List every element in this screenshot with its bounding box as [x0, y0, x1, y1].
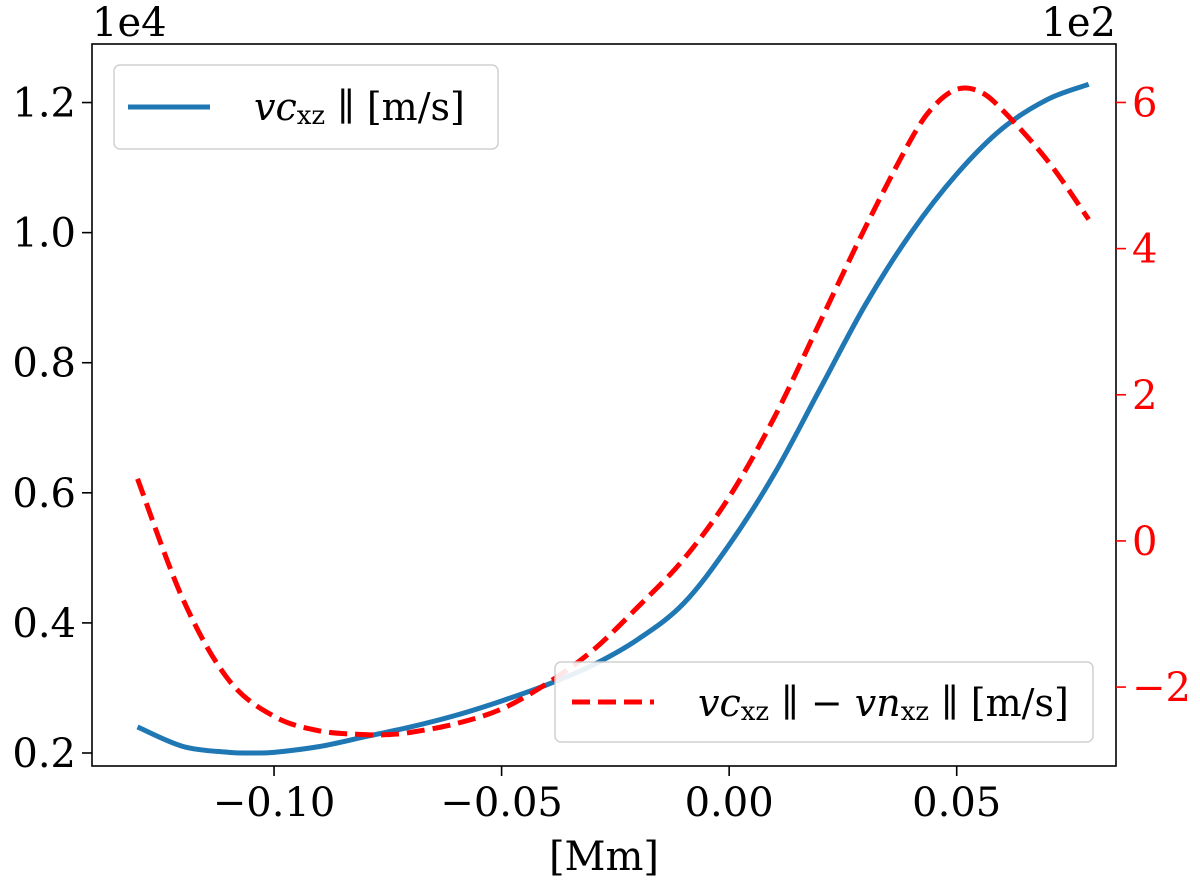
x-tick-label: 0.05 — [912, 780, 1001, 826]
series-line-vc — [136, 81, 1090, 756]
x-tick-label: 0.00 — [685, 780, 774, 826]
legend-top-left: vcxz ∥ [m/s] — [113, 64, 499, 150]
right-y-axis: −2 0 2 4 6 — [1116, 80, 1191, 711]
legend-label-2: vcxz ∥ − vnxz ∥ [m/s] — [698, 681, 1069, 727]
left-tick-label: 0.4 — [12, 601, 76, 647]
legend-bottom-right: vcxz ∥ − vnxz ∥ [m/s] — [554, 661, 1094, 743]
left-y-axis: 0.2 0.4 0.6 0.8 1.0 1.2 — [12, 81, 92, 777]
plot-area — [92, 44, 1116, 766]
legend-2-sub2: xz — [901, 697, 929, 727]
legend-1-rest: ∥ [m/s] — [325, 85, 465, 129]
x-axis-label: [Mm] — [549, 834, 659, 880]
x-tick-label: −0.05 — [440, 780, 563, 826]
right-axis-multiplier: 1e2 — [1041, 0, 1116, 46]
legend-2-main: vc — [698, 681, 741, 725]
legend-box — [554, 661, 1094, 743]
right-tick-label: 2 — [1132, 373, 1157, 419]
left-axis-multiplier: 1e4 — [92, 0, 167, 46]
left-tick-label: 0.2 — [12, 731, 76, 777]
left-tick-label: 1.0 — [12, 211, 76, 257]
legend-1-sub: xz — [297, 101, 325, 131]
plot-frame — [91, 43, 1117, 767]
legend-label-1: vcxz ∥ [m/s] — [254, 85, 465, 131]
legend-1-main: vc — [254, 85, 297, 129]
x-axis: −0.10 −0.05 0.00 0.05 — [213, 766, 1001, 826]
series-line-difference — [135, 85, 1091, 738]
left-tick-label: 0.6 — [12, 471, 76, 517]
series-layer — [135, 81, 1091, 756]
legend-2-sub: xz — [741, 697, 769, 727]
right-tick-label: 0 — [1132, 519, 1157, 565]
x-tick-label: −0.10 — [213, 780, 336, 826]
legend-box — [113, 64, 499, 150]
legend-2-rest: ∥ [m/s] — [929, 681, 1069, 725]
right-tick-label: −2 — [1132, 665, 1191, 711]
right-tick-label: 6 — [1132, 80, 1157, 126]
legend-2-mid: ∥ − vn — [769, 681, 901, 725]
left-tick-label: 1.2 — [12, 81, 76, 127]
left-tick-label: 0.8 — [12, 341, 76, 387]
right-tick-label: 4 — [1132, 227, 1157, 273]
